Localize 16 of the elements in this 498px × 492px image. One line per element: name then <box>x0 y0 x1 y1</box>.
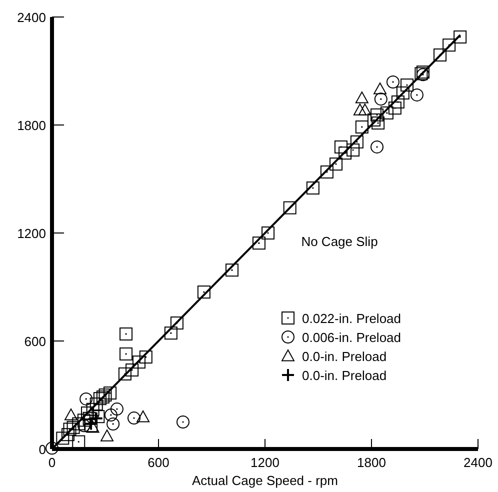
legend-label: 0.022-in. Preload <box>302 311 402 326</box>
legend-label: 0.006-in. Preload <box>302 330 402 345</box>
y-tick-label: 1200 <box>17 226 46 241</box>
x-tick-label: 0 <box>48 455 56 470</box>
y-tick-label: 2400 <box>17 10 46 25</box>
y-tick-label: 600 <box>24 334 46 349</box>
x-tick-label: 1200 <box>250 455 280 470</box>
legend-label: 0.0-in. Preload <box>302 349 387 364</box>
x-tick-label: 600 <box>148 455 170 470</box>
legend-label: 0.0-in. Preload <box>302 368 387 383</box>
x-axis-title: Actual Cage Speed - rpm <box>192 473 338 488</box>
annotation: No Cage Slip <box>301 234 378 249</box>
x-tick-label: 1800 <box>357 455 386 470</box>
x-tick-label: 2400 <box>464 455 492 470</box>
y-tick-label: 1800 <box>17 118 46 133</box>
y-tick-label: 0 <box>38 442 46 457</box>
